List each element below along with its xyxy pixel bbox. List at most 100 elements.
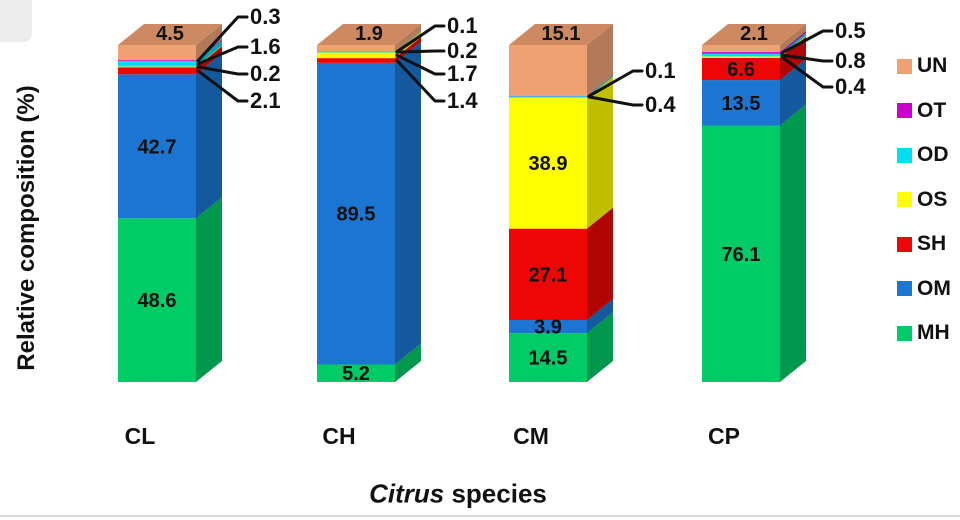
x-tick-label-CL: CL [125, 423, 156, 449]
x-tick-label-CH: CH [322, 423, 355, 449]
bar-CP-segment-MH [702, 125, 780, 382]
legend-item-OD: OD [897, 144, 949, 166]
bar-CL-segment-OT [118, 60, 196, 62]
callout-line-CH-OS [395, 53, 446, 76]
callout-line-CP-OD [780, 53, 834, 63]
legend-item-UN: UN [897, 55, 947, 77]
x-tick-label-CP: CP [708, 423, 740, 449]
callout-line-CH-OT [395, 24, 446, 54]
legend-label-OS: OS [917, 187, 948, 211]
bar-CP-segment-SH [702, 57, 780, 81]
bar-CM-segment-OM [509, 319, 587, 334]
x-axis-title-italic: Citrus [369, 478, 445, 509]
callout-line-CL-SH [196, 69, 249, 103]
callout-label-CH-OT: 0.1 [447, 13, 478, 38]
legend-label-OT: OT [917, 98, 947, 122]
callout-label-CP-OT: 0.5 [835, 18, 866, 43]
legend-label-SH: SH [917, 232, 947, 255]
bar-CP-top-face [702, 24, 806, 45]
legend-swatch-OM [897, 281, 912, 296]
legend-swatch-UN [897, 58, 912, 74]
legend-item-OS: OS [897, 187, 948, 211]
bar-CM-segment-SH [509, 228, 587, 320]
bar-CH-top-face [317, 24, 421, 45]
bar-CP-segment-OS [702, 56, 780, 58]
value-label-CP-UN: 2.1 [740, 23, 768, 45]
callout-label-CL-OS: 0.2 [250, 61, 281, 86]
value-label-CP-OM: 13.5 [722, 93, 761, 115]
value-label-CM-OS: 38.9 [529, 153, 568, 175]
bar-CH-segment-OT-side [395, 30, 421, 52]
callout-label-CL-OD: 1.6 [250, 34, 281, 59]
callout-line-CL-OD [196, 45, 249, 66]
legend-label-OM: OM [917, 276, 951, 300]
legend-item-MH: MH [897, 322, 950, 344]
callout-label-CL-OT: 0.3 [250, 4, 281, 29]
value-label-CM-UN: 15.1 [542, 23, 581, 45]
bar-CM-segment-OS [509, 97, 587, 229]
bar-CL-segment-OD-side [196, 40, 222, 67]
bar-CP-segment-OM-side [780, 59, 806, 126]
bar-CH-segment-OM-side [395, 41, 421, 365]
bar-CL-segment-MH [118, 218, 196, 382]
legend-label-OD: OD [917, 143, 949, 166]
value-label-CM-SH: 27.1 [529, 264, 568, 286]
bar-CH-segment-OD [317, 51, 395, 53]
value-label-CL-UN: 4.5 [156, 23, 184, 45]
legend-item-SH: SH [897, 233, 946, 255]
legend-item-OT: OT [897, 98, 947, 122]
value-label-CP-SH: 6.6 [727, 59, 755, 81]
bar-CL-segment-SH [118, 67, 196, 75]
bar-CH-segment-OS [317, 52, 395, 59]
bar-CH-segment-SH [317, 58, 395, 63]
bar-CM-segment-UN [509, 45, 587, 96]
legend-label-UN: UN [917, 54, 948, 77]
bar-CP-segment-SH-side [780, 36, 806, 81]
callout-line-CM-OT [587, 69, 644, 98]
bar-CL-segment-OM-side [196, 53, 222, 219]
screenshot-corner-artifact [0, 0, 32, 42]
bar-CH-segment-UN-side [395, 24, 421, 52]
value-label-CL-OM: 42.7 [138, 136, 177, 158]
bar-CP-segment-MH-side [780, 104, 806, 382]
bar-CP-segment-UN-side [780, 24, 806, 53]
value-label-CM-MH: 14.5 [529, 348, 568, 370]
value-label-CH-UN: 1.9 [355, 23, 383, 45]
bar-CL-segment-OM [118, 74, 196, 219]
bar-CL-segment-MH-side [196, 197, 222, 382]
callout-line-CM-OD [587, 95, 644, 107]
bar-CH-segment-MH-side [395, 343, 421, 382]
callout-label-CM-OD: 0.4 [645, 92, 676, 117]
callout-line-CH-OD [395, 49, 446, 54]
legend-label-MH: MH [917, 321, 950, 344]
bar-CH-segment-MH [317, 364, 395, 382]
callout-label-CL-SH: 2.1 [250, 88, 281, 113]
value-label-CM-OM: 3.9 [534, 317, 562, 339]
legend-swatch-OS [897, 192, 912, 207]
bar-CL-top-face [118, 24, 222, 45]
bar-CL-segment-OD [118, 61, 196, 67]
bar-CM-segment-OD [509, 96, 587, 98]
bar-CL-segment-UN [118, 45, 196, 61]
callout-line-CL-OT [196, 15, 249, 63]
bottom-divider-line [0, 515, 960, 517]
callout-line-CH-SH [395, 59, 446, 103]
callout-line-CL-OS [196, 65, 249, 76]
bar-CL-segment-UN-side [196, 24, 222, 61]
bar-CP-segment-UN [702, 45, 780, 53]
value-label-CL-MH: 48.6 [138, 290, 177, 312]
legend-swatch-SH [897, 236, 912, 252]
bar-CM-segment-MH-side [587, 312, 613, 382]
bar-CP-segment-OT [702, 52, 780, 54]
value-label-CH-MH: 5.2 [342, 363, 370, 385]
bar-CM-segment-OM-side [587, 298, 613, 334]
callout-line-CP-OS [780, 55, 834, 89]
bar-CM-segment-MH [509, 333, 587, 382]
bar-CH-segment-OM [317, 62, 395, 365]
callout-label-CP-OS: 0.4 [835, 74, 866, 99]
bar-CP-segment-OT-side [780, 31, 806, 54]
legend-item-OM: OM [897, 276, 951, 300]
callout-label-CH-OS: 1.7 [447, 61, 478, 86]
